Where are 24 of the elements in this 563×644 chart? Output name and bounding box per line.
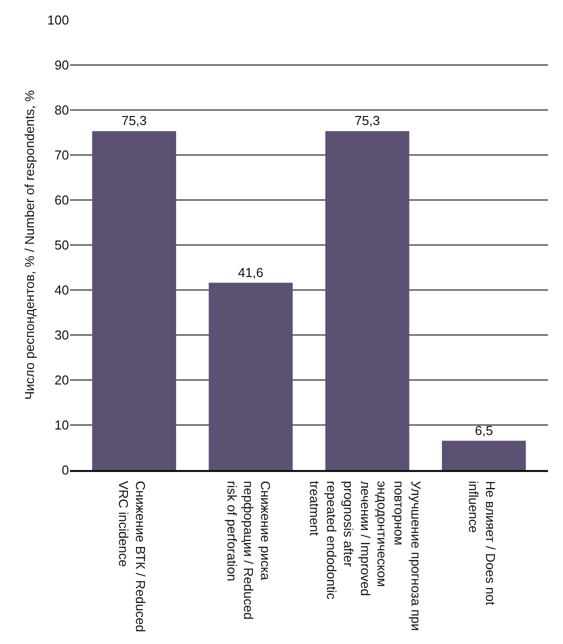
- x-tick-label: Улучшение прогноза при повторном эндодонтическом лечении / Improved prognosis after repeated endodontic treatment: [307, 480, 424, 631]
- x-tick-label: Снижение риска перфорации / Reduced risk of perforation: [224, 480, 274, 620]
- y-tick-label: 50: [54, 238, 69, 253]
- y-tick-label: 90: [54, 58, 69, 73]
- bar: [325, 131, 410, 470]
- data-label: 6,5: [474, 422, 493, 438]
- bar: [208, 282, 293, 470]
- data-label: 41,6: [238, 264, 264, 280]
- y-tick-label: 0: [62, 462, 69, 478]
- data-label: 75,3: [121, 113, 147, 128]
- bar: [92, 131, 176, 470]
- y-tick-label: 10: [54, 418, 69, 433]
- y-tick-label: 80: [54, 102, 69, 118]
- y-tick-label: 70: [54, 148, 69, 163]
- x-tick-label: Снижение ВТК / Reduced VRC incidence: [116, 480, 148, 632]
- x-tick-label: Не влияет / Does not influence: [466, 480, 498, 606]
- y-tick-label: 100: [47, 12, 69, 28]
- bar: [442, 440, 526, 470]
- y-tick-label: 30: [54, 328, 69, 343]
- y-tick-label: 20: [54, 372, 69, 388]
- y-tick-label: 60: [54, 192, 69, 208]
- y-axis-title: Число респондентов, % / Number of respondents, %: [22, 90, 37, 400]
- data-label: 75,3: [354, 113, 380, 128]
- y-tick-label: 40: [54, 282, 69, 298]
